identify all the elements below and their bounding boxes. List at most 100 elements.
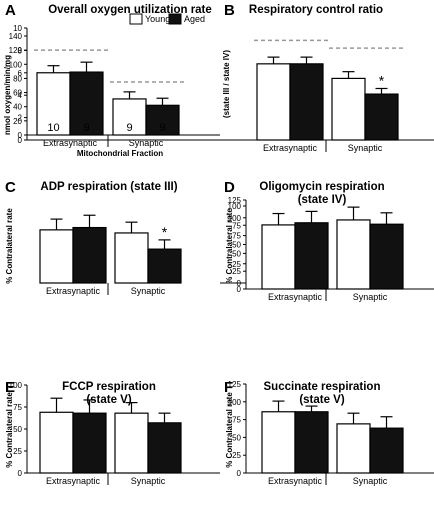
y-tick-label: 25 xyxy=(232,260,241,269)
y-tick-label: 10 xyxy=(13,24,22,33)
y-tick-label: 100 xyxy=(9,60,23,69)
panel-label-A: A xyxy=(5,2,16,19)
y-tick-label: 75 xyxy=(232,221,241,230)
y-tick-label: 80 xyxy=(13,74,22,83)
bar-young-extrasynaptic xyxy=(261,411,296,474)
panel-title: Succinate respiration xyxy=(264,381,381,393)
panel-title: ADP respiration (state III) xyxy=(40,181,177,193)
x-category-label: Extrasynaptic xyxy=(46,476,101,486)
bar-aged-synaptic xyxy=(145,104,180,136)
n-label: 9 xyxy=(159,122,165,134)
y-tick-label: 25 xyxy=(13,447,22,456)
y-tick-label: 60 xyxy=(13,89,22,98)
significance-star: * xyxy=(162,224,168,240)
x-category-label: Synaptic xyxy=(131,286,166,296)
y-tick-label: 120 xyxy=(9,46,23,55)
panel-title: Respiratory control ratio xyxy=(249,4,383,16)
y-tick-label: 25 xyxy=(232,267,241,276)
bar-aged-extrasynaptic xyxy=(294,222,329,290)
y-tick-label: 75 xyxy=(232,416,241,425)
bar-aged-extrasynaptic xyxy=(69,71,104,136)
y-tick-label: 100 xyxy=(228,214,242,223)
y-tick-label: 100 xyxy=(9,381,23,390)
bar-aged-extrasynaptic xyxy=(294,411,329,474)
n-label: 9 xyxy=(83,122,89,134)
x-category-label: Extrasynaptic xyxy=(263,143,318,153)
y-tick-label: 2 xyxy=(18,114,23,123)
y-axis-label: % Contralateral rate xyxy=(5,392,14,468)
y-tick-label: 50 xyxy=(232,241,241,250)
legend-label-aged: Aged xyxy=(184,14,205,24)
panel-title: Oligomycin respiration xyxy=(259,181,384,193)
y-tick-label: 125 xyxy=(228,380,242,389)
bar-young-synaptic xyxy=(112,98,147,136)
y-axis-label: % Contralateral rate xyxy=(5,208,14,284)
bar-aged-synaptic xyxy=(369,427,404,474)
x-category-label: Synaptic xyxy=(348,143,383,153)
panel-label-B: B xyxy=(224,2,235,19)
panel-label-D: D xyxy=(224,179,235,196)
y-tick-label: 25 xyxy=(232,451,241,460)
x-axis-title: Mitochondrial Fraction xyxy=(77,149,163,158)
y-tick-label: 0 xyxy=(237,285,242,294)
y-tick-label: 125 xyxy=(228,196,242,205)
y-tick-label: 50 xyxy=(13,425,22,434)
y-tick-label: 100 xyxy=(228,398,242,407)
y-axis-label: % Contralateral rate xyxy=(225,208,234,284)
bar-young-synaptic xyxy=(114,232,149,284)
y-axis-label: % Contralateral rate xyxy=(225,392,234,468)
y-tick-label: 8 xyxy=(18,46,23,55)
y-tick-label: 0 xyxy=(237,469,242,478)
legend-label-young: Young xyxy=(145,14,170,24)
y-tick-label: 0 xyxy=(18,469,23,478)
panel-title: (state V) xyxy=(86,394,132,406)
y-tick-label: 50 xyxy=(232,433,241,442)
panel-title: FCCP respiration xyxy=(62,381,156,393)
bar-young-extrasynaptic xyxy=(39,411,74,474)
bar-aged-synaptic xyxy=(364,93,399,141)
n-label: 10 xyxy=(47,122,59,134)
y-tick-label: 0 xyxy=(18,131,23,140)
panel-title: Overall oxygen utilization rate xyxy=(48,4,212,16)
n-label: 9 xyxy=(126,122,132,134)
y-tick-label: 4 xyxy=(18,91,23,100)
legend-swatch-young xyxy=(129,13,143,25)
bar-young-synaptic xyxy=(114,412,149,474)
x-category-label: Synaptic xyxy=(131,476,166,486)
y-axis-label: (state III / state IV) xyxy=(222,50,231,118)
y-tick-label: 100 xyxy=(228,202,242,211)
x-category-label: Synaptic xyxy=(353,292,388,302)
bar-aged-synaptic xyxy=(147,248,182,284)
panel-label-C: C xyxy=(5,179,16,196)
x-category-label: Synaptic xyxy=(129,138,164,148)
bar-aged-synaptic xyxy=(147,422,182,474)
bar-young-extrasynaptic xyxy=(39,229,74,284)
bar-aged-extrasynaptic xyxy=(289,63,324,141)
legend-swatch-aged xyxy=(168,13,182,25)
y-tick-label: 50 xyxy=(232,249,241,258)
y-tick-label: 40 xyxy=(13,103,22,112)
panel-label-E: E xyxy=(5,379,15,396)
x-category-label: Synaptic xyxy=(353,476,388,486)
bar-aged-extrasynaptic xyxy=(72,412,107,474)
bar-young-extrasynaptic xyxy=(261,224,296,290)
bar-young-synaptic xyxy=(336,423,371,474)
bar-aged-extrasynaptic xyxy=(72,226,107,284)
bar-young-synaptic xyxy=(336,219,371,290)
significance-star: * xyxy=(379,72,385,88)
panel-label-F: F xyxy=(224,379,233,396)
bar-young-synaptic xyxy=(331,77,366,141)
y-tick-label: 6 xyxy=(18,69,23,78)
y-tick-label: 140 xyxy=(9,32,23,41)
y-tick-label: 75 xyxy=(13,403,22,412)
bar-young-extrasynaptic xyxy=(256,63,291,141)
panel-title: (state V) xyxy=(299,394,345,406)
x-category-label: Extrasynaptic xyxy=(46,286,101,296)
x-category-label: Extrasynaptic xyxy=(268,476,323,486)
x-category-label: Extrasynaptic xyxy=(43,138,98,148)
y-tick-label: 75 xyxy=(232,232,241,241)
y-tick-label: 0 xyxy=(18,136,23,145)
y-axis-label: nmol oxygen/min/mg xyxy=(3,55,12,135)
bar-aged-synaptic xyxy=(369,223,404,290)
x-category-label: Extrasynaptic xyxy=(268,292,323,302)
